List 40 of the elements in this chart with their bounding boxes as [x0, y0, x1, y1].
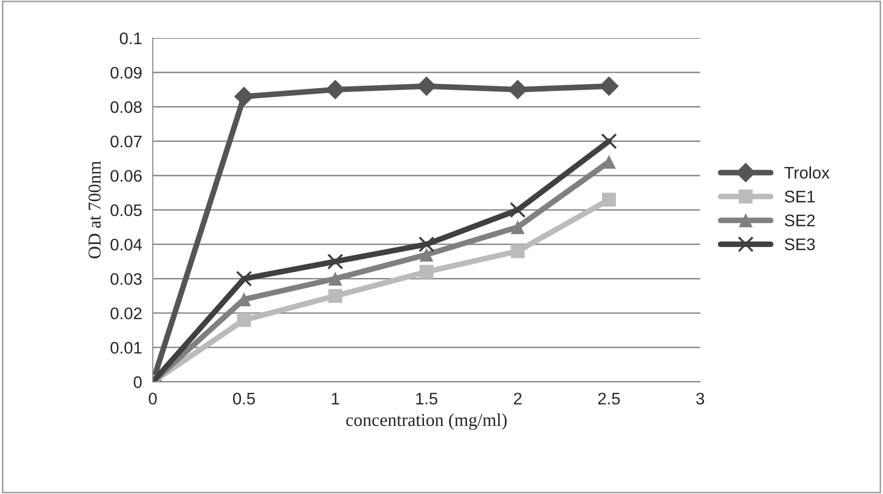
y-axis-title: OD at 700nm [88, 161, 101, 258]
legend-label: SE1 [784, 190, 815, 202]
legend-label: SE3 [784, 238, 815, 250]
y-tick-label: 0.1 [120, 32, 142, 44]
point [599, 76, 619, 96]
y-tick-label: 0.01 [110, 342, 142, 354]
x-tick-label: 1 [332, 392, 340, 404]
point [420, 248, 434, 262]
legend-label: Trolox [784, 166, 830, 179]
point [602, 192, 616, 207]
point [328, 272, 342, 286]
point [600, 133, 617, 150]
y-tick-label: 0.06 [110, 170, 142, 182]
point [328, 288, 342, 303]
x-tick-label: 1.5 [416, 392, 438, 405]
x-tick-label: 2.5 [598, 392, 620, 405]
point [237, 313, 251, 327]
y-tick-label: 0.09 [110, 66, 142, 79]
y-tick-label: 0.04 [110, 238, 142, 251]
point [234, 86, 254, 106]
y-tick-label: 0.08 [110, 101, 142, 114]
point [510, 202, 526, 218]
x-tick-label: 3 [696, 392, 704, 405]
point [327, 254, 344, 270]
y-tick-label: 0.03 [110, 273, 142, 285]
x-tick-label: 0.5 [233, 392, 255, 405]
point [602, 154, 616, 169]
y-tick-label: 0.07 [110, 136, 142, 148]
point [418, 236, 434, 252]
y-tick-label: 0.02 [110, 308, 142, 320]
point [510, 220, 525, 234]
point [236, 270, 252, 287]
x-axis-title: concentration (mg/ml) [346, 413, 507, 430]
x-tick-label: 2 [514, 392, 522, 404]
y-tick-label: 0 [134, 376, 142, 388]
y-tick-label: 0.05 [110, 204, 142, 216]
legend-label: SE2 [784, 214, 815, 226]
x-tick-label: 0 [148, 392, 157, 405]
point [510, 244, 525, 258]
point [420, 264, 434, 279]
